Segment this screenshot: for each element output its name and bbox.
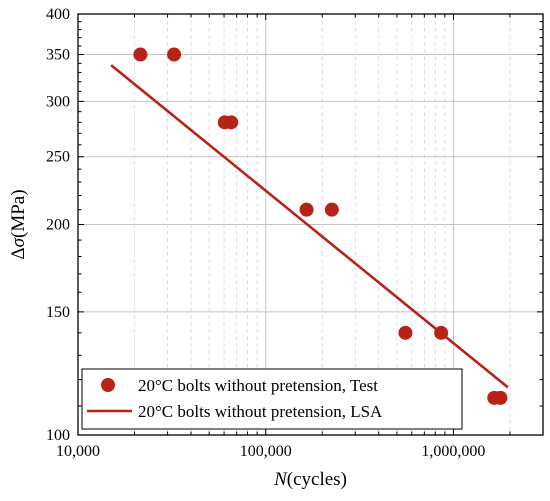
y-tick-label: 200 (46, 217, 70, 234)
test-data-point (324, 202, 339, 217)
test-data-point (434, 325, 449, 340)
legend-label-test: 20°C bolts without pretension, Test (138, 376, 378, 395)
y-tick-label: 250 (46, 149, 70, 166)
x-tick-label: 1,000,000 (421, 443, 485, 460)
test-data-point (299, 202, 314, 217)
test-data-point (398, 325, 413, 340)
y-tick-label: 300 (46, 93, 70, 110)
y-axis-title-sigma: σ (8, 237, 29, 247)
legend-box (81, 368, 463, 430)
y-tick-label: 100 (46, 427, 70, 444)
x-tick-label: 100,000 (240, 443, 292, 460)
series-layer (110, 47, 509, 405)
y-tick-label: 350 (46, 47, 70, 64)
test-data-point (167, 47, 182, 62)
x-axis-title: N(cycles) (273, 469, 347, 490)
y-axis-title: Δσ(MPa) (8, 189, 29, 259)
test-data-point (133, 47, 148, 62)
legend-marker-test (101, 378, 115, 392)
y-tick-label: 400 (46, 6, 70, 23)
label-layer: 100 150 200 250 300 350 400 10,000 100,000 1,000,… (46, 6, 485, 460)
lsa-fit-line (110, 64, 509, 389)
x-tick-label: 10,000 (56, 443, 100, 460)
x-axis-title-unit: (cycles) (287, 469, 347, 490)
tick-layer (78, 13, 543, 436)
grid-layer (78, 14, 543, 435)
test-data-point (493, 390, 508, 405)
legend-label-lsa: 20°C bolts without pretension, LSA (138, 402, 383, 421)
y-tick-label: 150 (46, 304, 70, 321)
x-axis-title-symbol: N (273, 469, 288, 490)
y-axis-title-delta: Δ (8, 247, 29, 259)
legend: 20°C bolts without pretension, Test 20°C… (81, 368, 463, 430)
y-axis-title-unit: (MPa) (8, 189, 29, 238)
test-data-point (224, 115, 239, 130)
